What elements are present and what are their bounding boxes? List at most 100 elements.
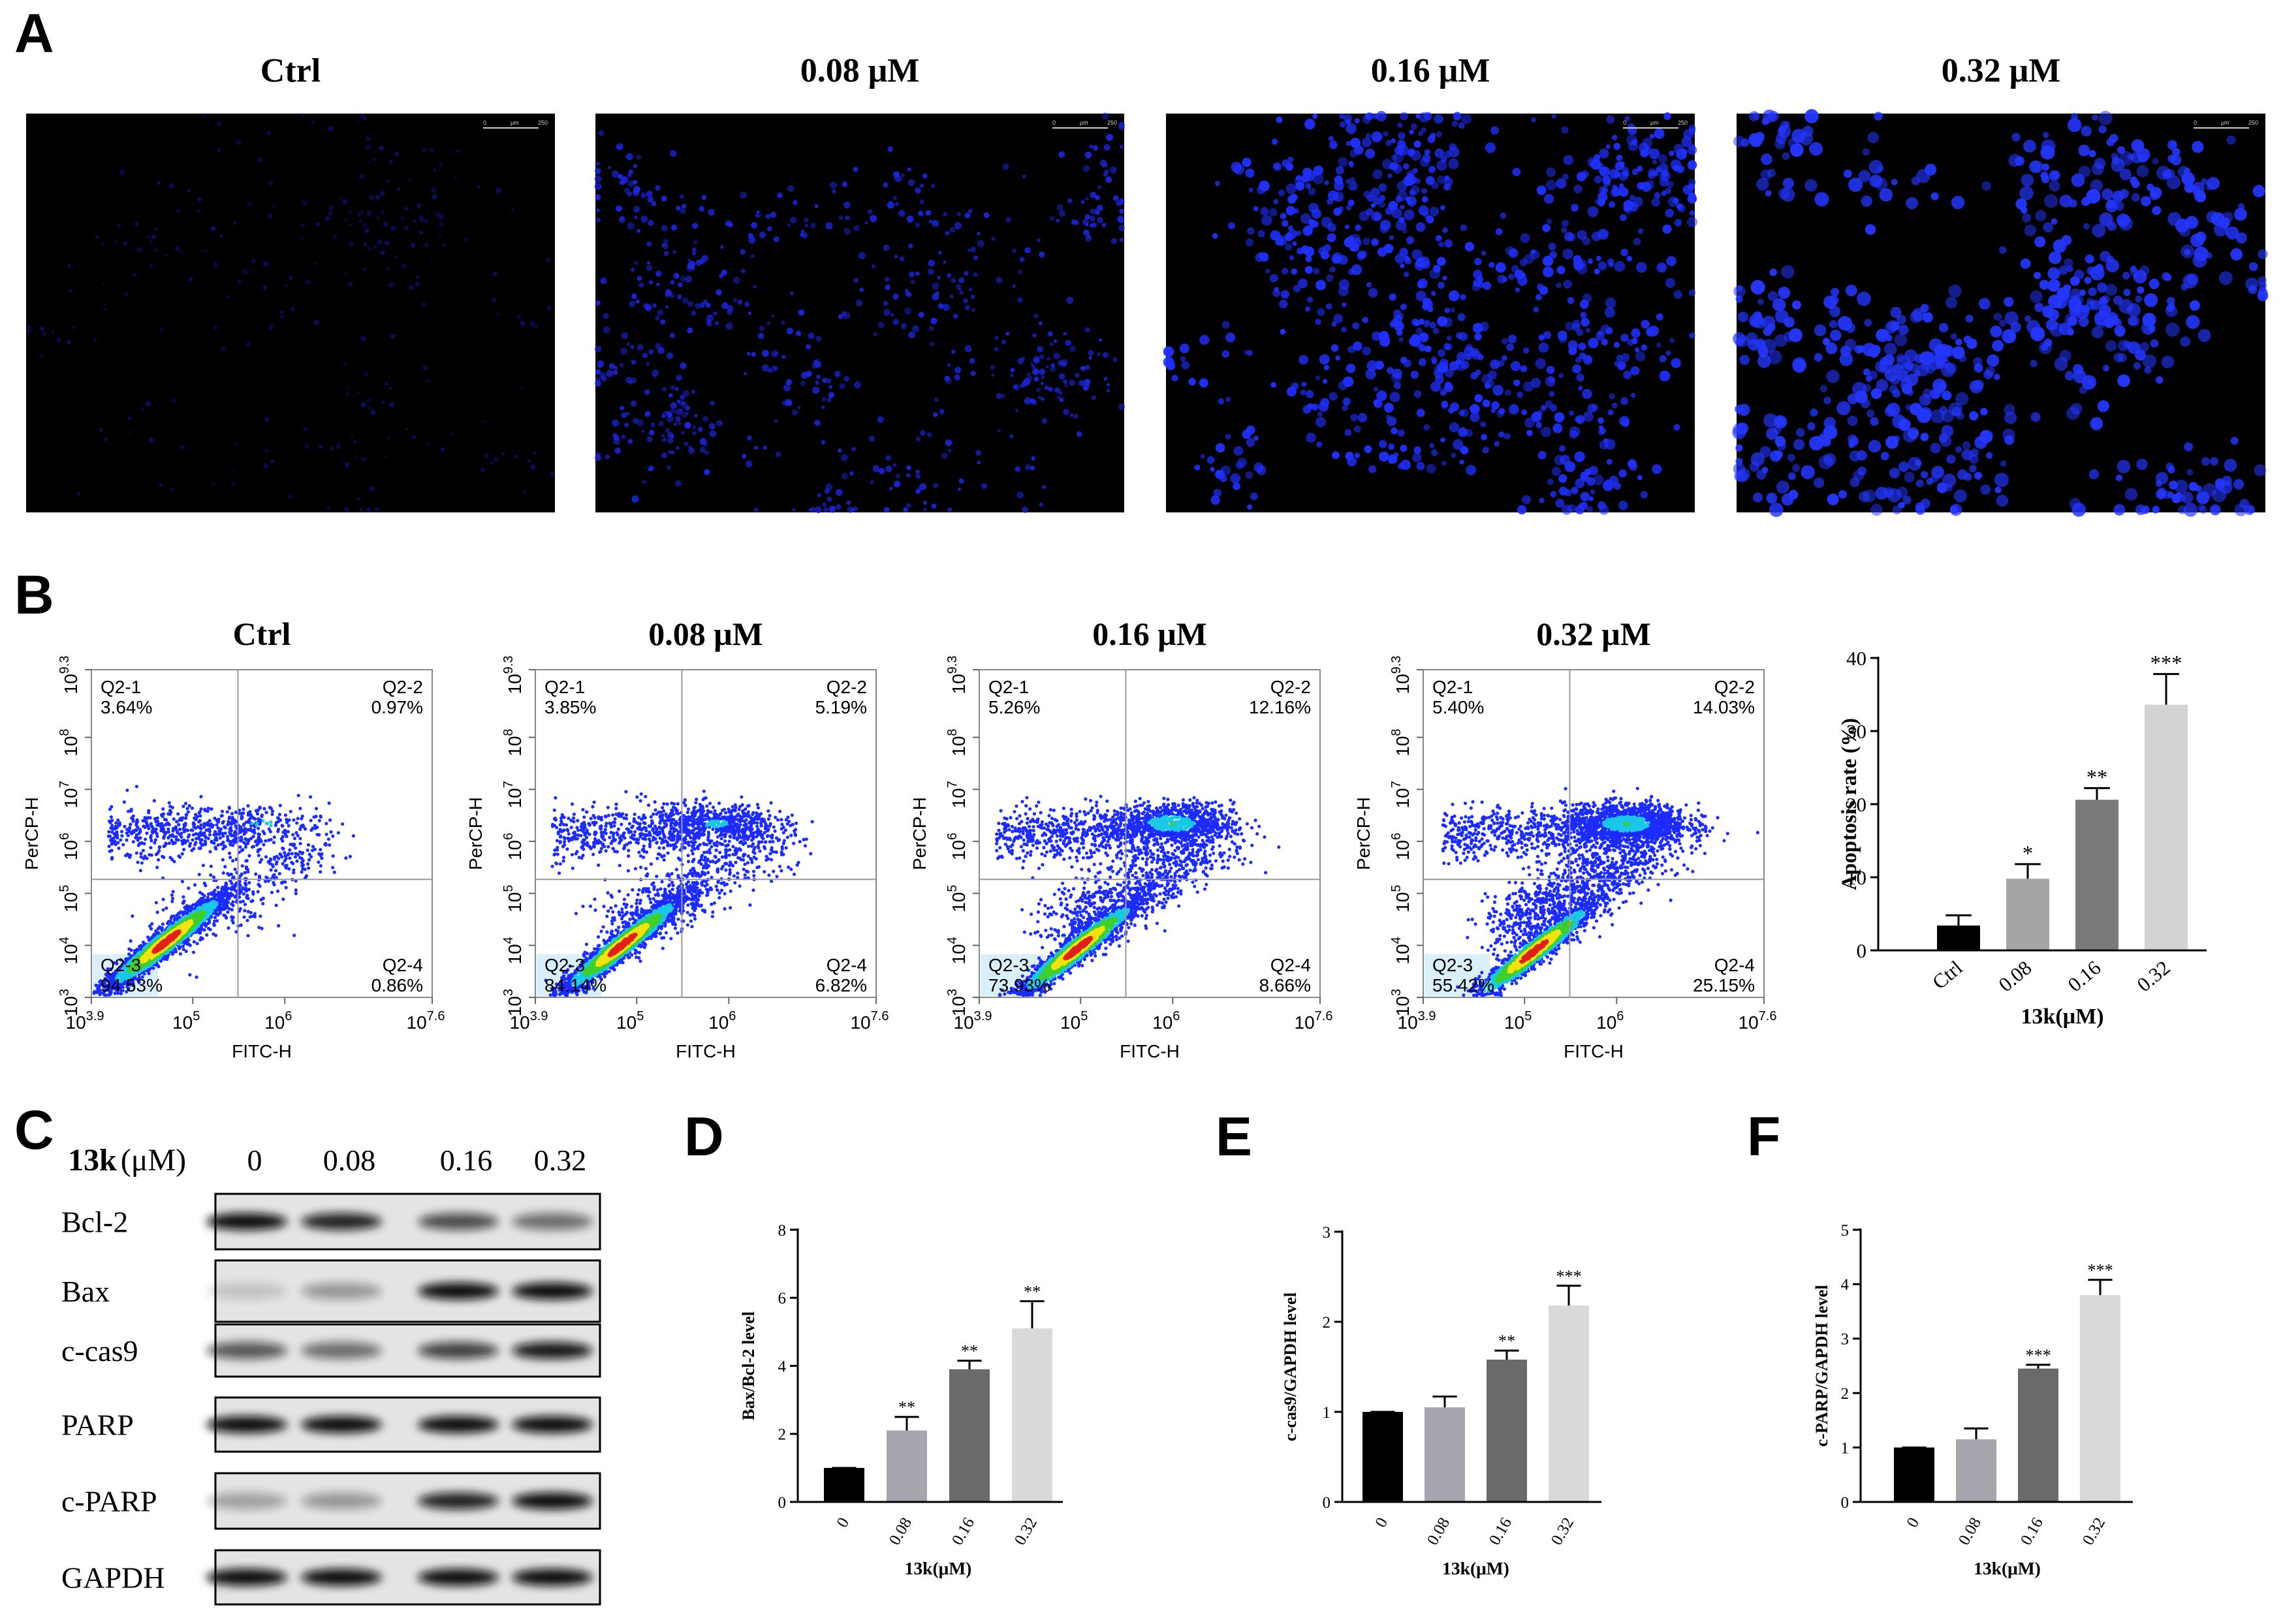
- nucleus: [2104, 319, 2115, 328]
- nucleus: [356, 497, 360, 501]
- event-dot: [292, 868, 296, 872]
- nucleus: [376, 217, 379, 220]
- nucleus: [1274, 164, 1280, 170]
- nucleus: [1286, 386, 1297, 397]
- event-dot: [170, 838, 174, 842]
- nucleus: [744, 301, 750, 307]
- event-dot: [300, 870, 304, 874]
- event-dot: [331, 834, 335, 838]
- event-dot: [327, 801, 331, 805]
- nucleus: [1342, 397, 1351, 406]
- nucleus: [2174, 479, 2188, 493]
- nucleus: [1253, 435, 1259, 441]
- nucleus: [408, 178, 411, 181]
- nucleus: [895, 474, 900, 479]
- micrograph: 0 μm 250: [594, 112, 1126, 514]
- nucleus: [1400, 112, 1409, 121]
- nucleus: [1980, 484, 1991, 495]
- event-dot: [274, 903, 278, 907]
- nucleus: [1669, 337, 1675, 343]
- nucleus: [714, 321, 719, 326]
- event-dot: [213, 838, 217, 842]
- nucleus: [1069, 379, 1075, 386]
- nucleus: [1279, 300, 1288, 309]
- nucleus: [1056, 219, 1060, 223]
- nucleus: [699, 302, 705, 308]
- nucleus: [1097, 217, 1103, 224]
- event-dot: [243, 871, 247, 875]
- event-dot: [106, 834, 111, 838]
- nucleus: [828, 392, 835, 398]
- nucleus: [1059, 391, 1063, 395]
- nucleus: [680, 208, 686, 214]
- nucleus: [872, 465, 880, 473]
- nucleus: [2117, 374, 2130, 387]
- nucleus: [692, 223, 699, 229]
- nucleus: [859, 287, 864, 292]
- nucleus: [1524, 418, 1535, 428]
- nucleus: [1807, 422, 1816, 431]
- nucleus: [427, 379, 430, 383]
- nucleus: [1930, 192, 1939, 200]
- nucleus: [1774, 436, 1786, 447]
- nucleus: [1622, 166, 1629, 174]
- nucleus: [1103, 172, 1109, 177]
- nucleus: [1032, 368, 1039, 375]
- nucleus: [123, 242, 128, 246]
- nucleus: [2214, 478, 2225, 488]
- event-dot: [203, 809, 208, 813]
- nucleus: [242, 268, 249, 275]
- event-dot: [182, 899, 186, 903]
- event-dot: [171, 826, 176, 830]
- nucleus: [2258, 281, 2267, 290]
- nucleus: [1355, 224, 1362, 231]
- nucleus: [1597, 198, 1605, 207]
- nucleus: [1327, 233, 1336, 243]
- event-dot: [173, 841, 177, 845]
- nucleus: [1436, 257, 1446, 266]
- nucleus: [246, 342, 251, 347]
- nucleus: [359, 174, 365, 180]
- nucleus: [1481, 251, 1487, 256]
- nucleus: [1582, 237, 1590, 245]
- nucleus: [942, 304, 950, 311]
- nucleus: [379, 146, 384, 151]
- nucleus: [1498, 360, 1505, 367]
- nucleus: [1010, 367, 1015, 373]
- nucleus: [1823, 425, 1838, 440]
- nucleus: [890, 313, 894, 317]
- event-dot: [145, 831, 149, 835]
- nucleus: [386, 435, 391, 440]
- nucleus: [958, 478, 964, 484]
- nucleus: [149, 240, 153, 244]
- nucleus: [1065, 339, 1071, 347]
- nucleus: [1106, 134, 1113, 142]
- nucleus: [595, 217, 601, 223]
- image-title: 0.16 μM: [1371, 52, 1490, 89]
- nucleus: [1551, 114, 1556, 119]
- nucleus: [894, 202, 900, 207]
- event-dot: [157, 845, 161, 850]
- nucleus: [867, 209, 873, 215]
- nucleus: [2152, 158, 2159, 164]
- nucleus: [1039, 368, 1046, 375]
- nucleus: [825, 222, 833, 230]
- nucleus: [1540, 426, 1551, 437]
- nucleus: [1458, 122, 1465, 129]
- nucleus: [786, 328, 794, 335]
- nucleus: [2081, 125, 2092, 137]
- event-dot: [272, 882, 276, 887]
- nucleus: [620, 405, 625, 411]
- nucleus: [837, 490, 842, 494]
- nucleus: [1555, 498, 1565, 508]
- nucleus: [2136, 164, 2149, 178]
- nucleus: [1362, 115, 1372, 124]
- nucleus: [661, 225, 668, 232]
- event-dot: [277, 871, 281, 876]
- nucleus: [814, 204, 819, 208]
- nucleus: [931, 184, 935, 188]
- event-dot: [170, 899, 174, 903]
- event-dot: [136, 860, 140, 864]
- event-dot: [248, 915, 252, 919]
- nucleus: [1576, 172, 1586, 181]
